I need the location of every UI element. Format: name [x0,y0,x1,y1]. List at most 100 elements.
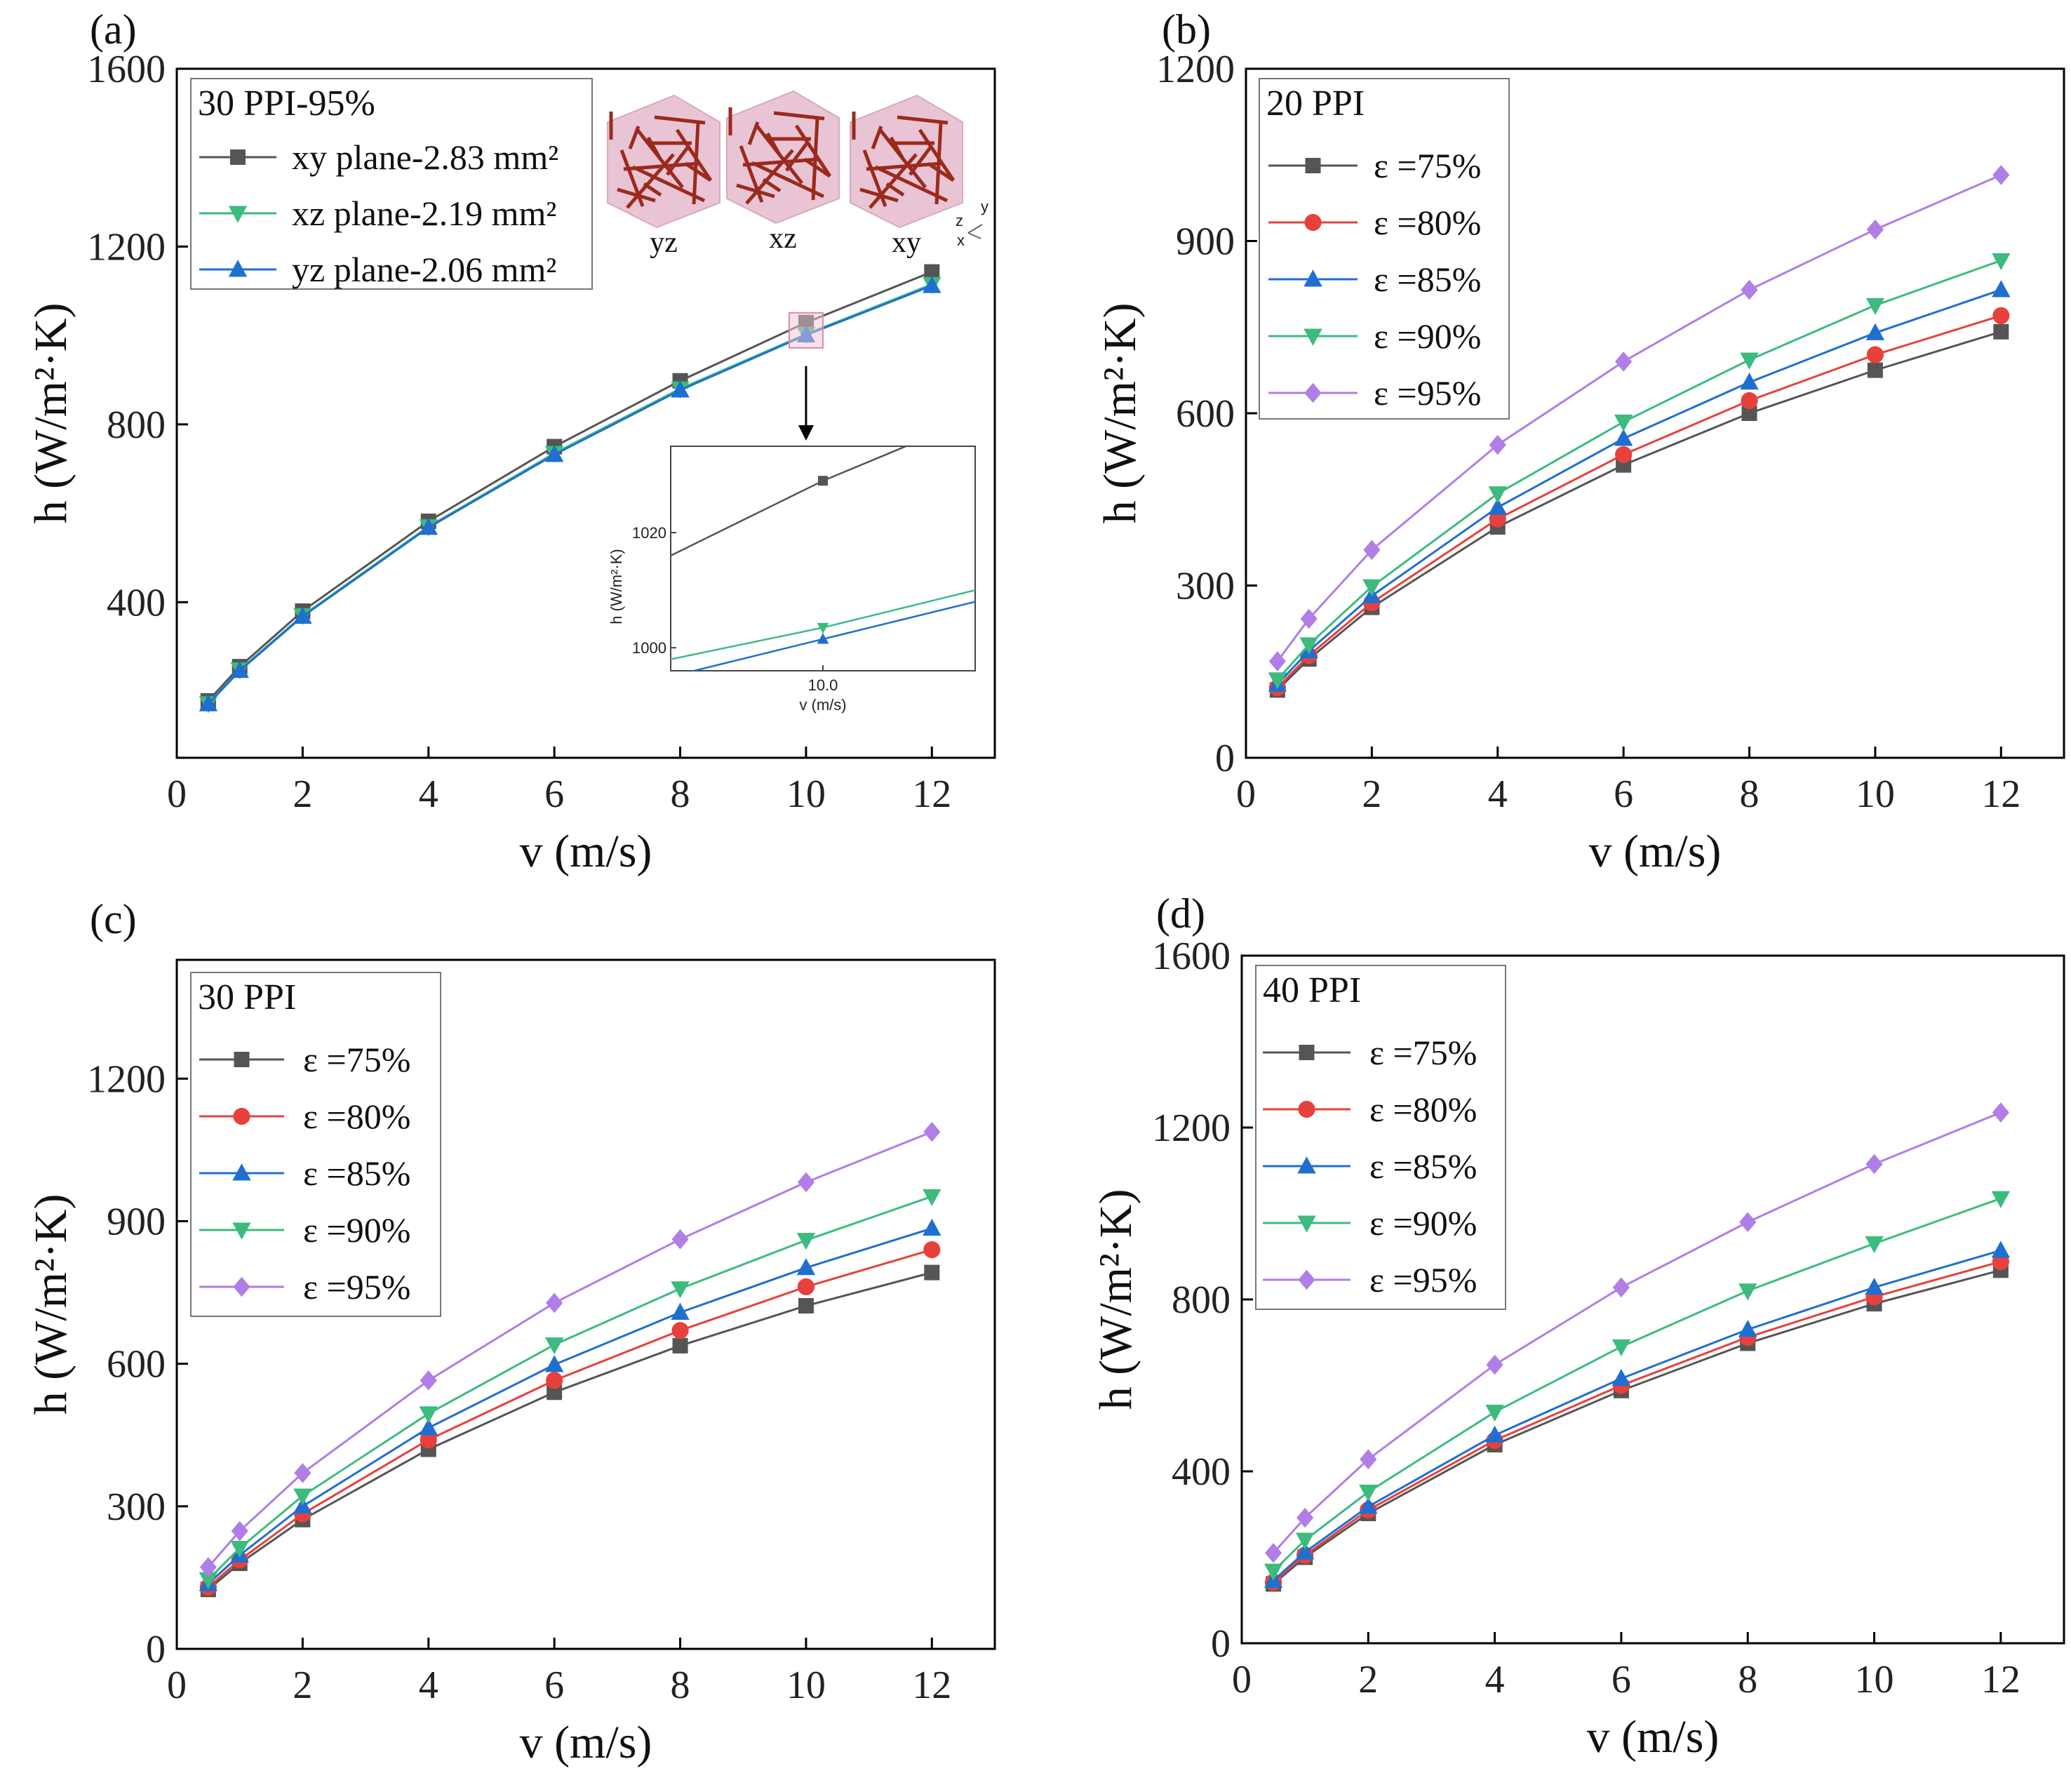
inset-y-tick-label: 1000 [632,639,666,657]
foam-strut [934,122,943,205]
y-tick-label: 800 [1172,1278,1231,1322]
foam-strut [803,157,831,178]
legend-entry: ε =90% [1369,1203,1477,1243]
x-tick-label: 6 [544,773,564,816]
data-point [1740,352,1759,370]
series-yz-plane-2-06-mm- [199,276,941,711]
y-tick-label: 600 [107,1343,166,1386]
y-tick-label: 1200 [1152,1106,1231,1150]
data-point [671,380,690,398]
legend-marker [1303,269,1322,287]
data-point [923,1189,941,1207]
x-tick-label: 6 [544,1664,564,1707]
data-point [796,1233,816,1250]
x-axis-title: v (m/s) [1587,1711,1720,1763]
data-point [546,1292,563,1313]
x-tick-label: 6 [1614,773,1633,816]
data-point [1738,1283,1757,1301]
inset-data-point [818,476,828,486]
foam-strut [927,161,955,182]
data-point [1739,1212,1757,1233]
series-line [1276,330,2002,691]
x-tick-label: 4 [1488,773,1508,816]
data-point [1865,1236,1884,1254]
panel-label: (b) [1162,6,1211,53]
foam-image-label: yz [650,227,678,259]
inset-data-point [817,633,829,644]
legend-box [190,972,441,1317]
series--75- [1266,1262,2009,1592]
data-point [230,1540,249,1558]
foam-strut [751,161,825,199]
triad-label: y [981,198,988,215]
data-point [923,1218,941,1236]
series-line [207,271,932,702]
y-tick-label: 0 [146,1628,166,1671]
data-point [1991,1191,2011,1208]
foam-strut [878,127,927,189]
foam-image-label: xy [892,227,921,259]
y-tick-label: 800 [107,403,166,447]
foam-strut [675,128,713,182]
panel-c: (c) 0 2 4 6 8 10 12 0 300 600 900 1200 v (m/s) h (W/m²… [25,896,996,1768]
legend-marker [1304,382,1322,403]
data-point [1615,446,1633,464]
legend-entry: ε =80% [1369,1090,1477,1129]
series-line [1276,314,2002,689]
legend-marker [1298,1100,1315,1118]
legend-entry: ε =75% [1369,1033,1477,1072]
data-point [797,1278,815,1296]
foam-strut [862,149,887,207]
x-tick-label: 6 [1611,1658,1631,1701]
data-point [420,1370,437,1391]
inset-x-title: v (m/s) [799,696,846,714]
data-point [1865,297,1885,315]
foam-structure-image: xz [726,90,840,255]
data-point [671,1322,689,1339]
x-tick-label: 12 [912,773,951,816]
data-point [1268,651,1286,671]
data-point [1363,540,1381,561]
foam-strut [869,153,918,209]
legend-title: 30 PPI-95% [198,83,375,123]
x-tick-label: 8 [1738,1658,1757,1701]
legend-entry: ε =85% [1369,1146,1477,1186]
inset-y-title: h (W/m²·K) [608,549,625,624]
foam-images: yz xz xy [607,90,963,259]
foam-strut [654,115,706,125]
plot-frame [175,958,996,1650]
data-point [1612,1277,1630,1298]
legend-entry: ε =80% [1374,203,1481,242]
data-point [230,661,249,678]
foam-strut [811,118,819,201]
data-point [1485,1405,1504,1422]
legend-entry: ε =75% [303,1040,410,1079]
legend-entry: ε =85% [1374,260,1481,299]
foam-strut [897,115,949,125]
x-tick-label: 2 [293,1664,312,1707]
legend-marker [1305,158,1321,173]
x-tick-label: 2 [1362,773,1381,816]
legend-entry: ε =90% [1374,316,1481,356]
y-tick-label: 400 [107,581,166,624]
data-point [798,1298,814,1314]
inset-series [671,446,975,671]
legend-entry: yz plane-2.06 mm² [292,250,556,289]
legend-box [190,78,593,290]
data-point [1611,1368,1631,1386]
data-point [199,694,218,711]
series-line [207,1271,932,1591]
foam-strut [773,111,825,121]
y-tick-label: 1200 [87,1057,166,1101]
y-tick-label: 0 [1211,1622,1231,1666]
legend-entry: ε =90% [303,1210,410,1250]
data-point [1741,279,1758,300]
data-point [1614,414,1633,432]
data-point [544,1337,564,1355]
data-point [293,1488,312,1506]
data-point [546,1372,563,1389]
